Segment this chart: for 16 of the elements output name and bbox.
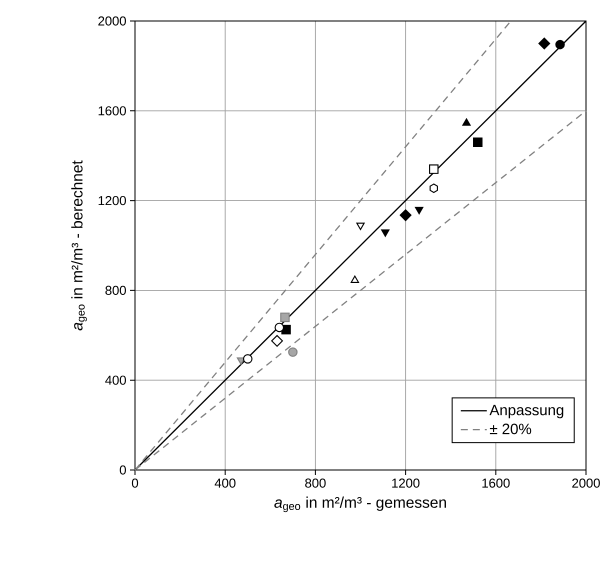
- y-axis-title: a$_{geo}$ in m²/m³ - berechnet: [71, 160, 87, 330]
- legend-label: Anpassung: [489, 404, 564, 418]
- x-tick-label: 800: [305, 478, 326, 488]
- x-tick-label: 2000: [572, 478, 600, 488]
- x-tick-label: 0: [132, 478, 138, 488]
- x-tick-label: 1200: [392, 478, 420, 488]
- y-tick-label: 800: [105, 286, 126, 295]
- x-axis-title: a$_{geo}$ in m²/m³ - gemessen: [274, 496, 446, 512]
- y-tick-label: 2000: [98, 16, 126, 26]
- y-tick-label: 1200: [98, 196, 126, 206]
- y-tick-label: 1600: [98, 106, 126, 116]
- x-tick-label: 400: [214, 478, 236, 488]
- y-tick-label: 400: [105, 376, 126, 385]
- y-tick-label: 0: [120, 465, 126, 475]
- x-tick-label: 1600: [482, 478, 510, 488]
- legend-label: ± 20%: [490, 424, 532, 434]
